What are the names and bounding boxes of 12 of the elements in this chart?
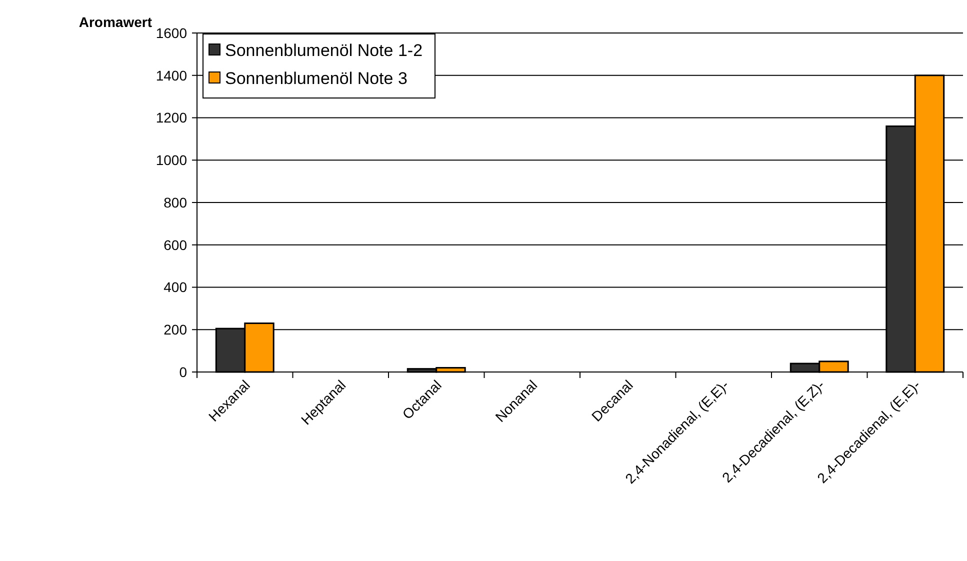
y-tick-label: 600 [164, 236, 188, 253]
y-tick-label: 800 [164, 194, 188, 210]
legend-label: Sonnenblumenöl Note 1-2 [225, 40, 423, 60]
y-tick-label: 0 [179, 364, 188, 380]
y-tick-label: 1600 [156, 24, 188, 41]
y-tick-label: 200 [164, 322, 188, 338]
y-tick-label: 1400 [156, 67, 188, 84]
y-tick-label: 1000 [156, 152, 188, 168]
y-tick-label: 400 [164, 279, 188, 296]
y-tick-label: 1200 [156, 110, 188, 126]
legend-label: Sonnenblumenöl Note 3 [225, 68, 408, 88]
y-axis-title: Aromawert [78, 14, 152, 30]
